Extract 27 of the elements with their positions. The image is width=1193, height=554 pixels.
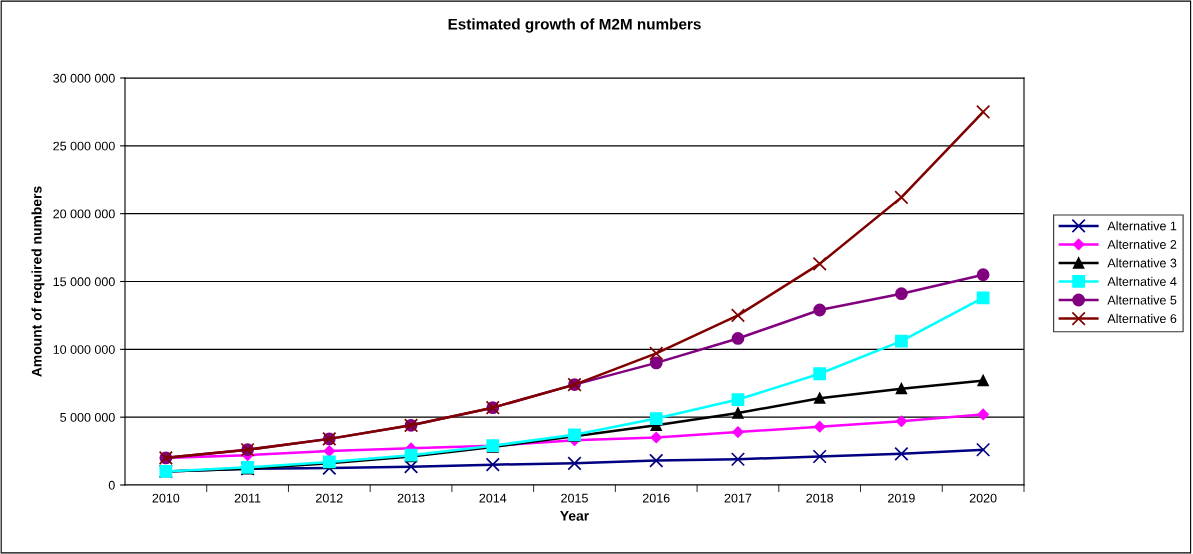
y-tick-label: 0 [108,480,115,490]
y-tick-label: 25 000 000 [53,141,115,151]
x-tick-label: 2011 [234,493,261,503]
legend-label: Alternative 4 [1107,276,1177,286]
x-tick-label: 2020 [969,493,997,503]
chart-title: Estimated growth of M2M numbers [448,18,701,33]
legend-label: Alternative 2 [1107,239,1177,249]
x-tick-label: 2010 [152,493,180,503]
legend-label: Alternative 6 [1107,313,1177,324]
legend-label: Alternative 3 [1107,258,1177,268]
y-tick-label: 10 000 000 [53,345,115,354]
x-tick-label: 2016 [642,493,670,503]
y-tick-label: 20 000 000 [53,209,115,219]
x-axis-title: Year [560,511,589,521]
y-tick-label: 30 000 000 [53,73,115,83]
x-tick-label: 2014 [479,493,507,503]
x-tick-label: 2012 [316,493,343,503]
legend-label: Alternative 5 [1107,295,1177,305]
legend-label: Alternative 1 [1107,221,1177,231]
x-tick-label: 2018 [806,493,834,503]
y-tick-label: 5 000 000 [60,412,115,422]
x-tick-label: 2015 [561,493,588,503]
y-axis-title: Amount of required numbers [31,186,45,377]
x-tick-label: 2019 [888,493,915,503]
y-tick-label: 15 000 000 [53,277,115,287]
x-tick-label: 2013 [397,493,425,503]
x-tick-label: 2017 [724,493,752,503]
